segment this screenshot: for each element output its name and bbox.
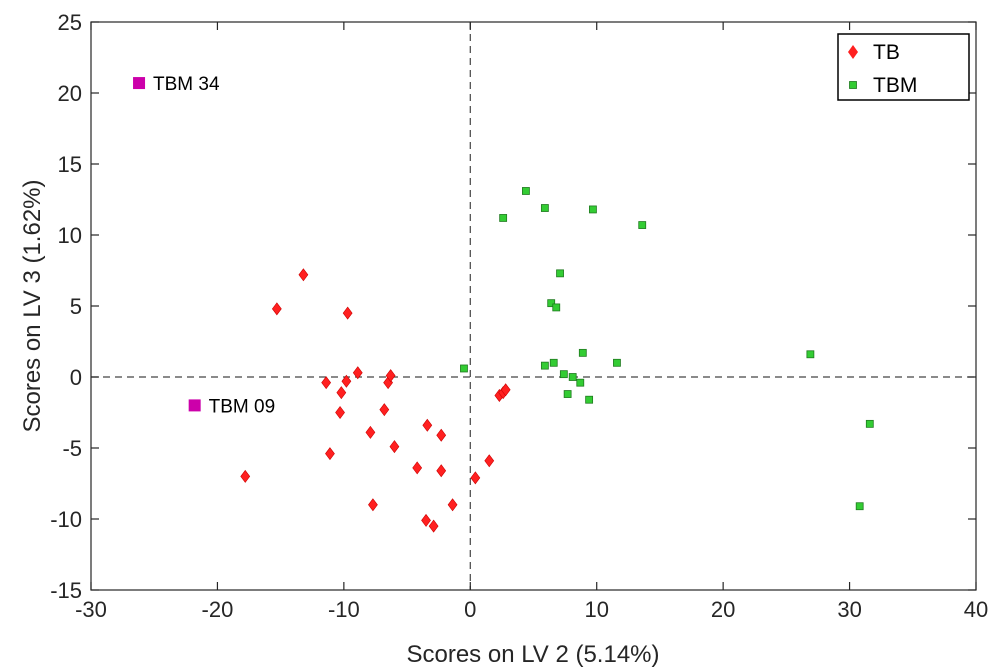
point-tb [379, 403, 390, 417]
outlier-label: TBM 09 [209, 396, 276, 417]
point-tbm [460, 364, 468, 373]
point-tb [385, 369, 396, 383]
point-tb [412, 461, 423, 475]
y-tick-label: 5 [70, 294, 82, 319]
legend-marker-tb [848, 45, 858, 59]
y-axis-ticks: -15 -10 -5 0 5 10 15 20 25 [50, 10, 976, 603]
point-tb [421, 513, 431, 527]
point-tb [321, 376, 332, 390]
point-tb [428, 519, 439, 533]
point-tb [470, 471, 481, 485]
x-tick-label: 30 [837, 597, 861, 622]
y-tick-label: -10 [50, 507, 82, 532]
point-tb [436, 428, 447, 442]
point-tb [341, 374, 352, 388]
y-tick-label: -5 [62, 436, 82, 461]
legend: TB TBM [837, 33, 970, 101]
legend-label-tbm: TBM [873, 74, 917, 97]
point-tb [325, 447, 335, 461]
point-tb [352, 366, 363, 380]
point-tbm [556, 269, 564, 278]
reference-lines [91, 22, 976, 590]
plot-area [90, 21, 977, 591]
point-tbm [552, 303, 561, 312]
point-tbm [522, 187, 530, 195]
outlier-point [133, 77, 146, 90]
point-tb [500, 383, 511, 397]
point-tbm [585, 395, 594, 404]
point-tbm [547, 299, 556, 308]
x-tick-label: -30 [75, 597, 107, 622]
y-tick-label: 15 [58, 152, 82, 177]
y-tick-label: 10 [58, 223, 82, 248]
point-tb [365, 425, 376, 439]
point-tbm [549, 358, 558, 367]
point-tbm [540, 204, 549, 212]
x-axis-label: Scores on LV 2 (5.14%) [406, 641, 659, 668]
point-tbm [613, 358, 621, 367]
point-tbm [499, 214, 508, 222]
point-tbm [638, 221, 647, 229]
legend-label-tb: TB [873, 41, 900, 64]
data-points [240, 187, 874, 533]
point-tbm [559, 370, 568, 379]
y-tick-label: 20 [58, 81, 82, 106]
y-tick-label: 25 [58, 10, 82, 35]
outlier-label: TBM 34 [153, 74, 220, 95]
y-tick-label: -15 [50, 578, 82, 603]
point-tbm [806, 350, 815, 359]
x-tick-label: 10 [584, 597, 608, 622]
point-tbm [563, 390, 572, 398]
point-tb [342, 306, 353, 320]
point-tbm [568, 373, 577, 381]
point-tb [298, 268, 309, 282]
y-tick-label: 0 [70, 365, 82, 390]
point-tb [422, 418, 433, 432]
point-tbm [855, 502, 864, 511]
x-tick-label: -10 [328, 597, 360, 622]
x-tick-label: -20 [202, 597, 234, 622]
x-tick-label: 20 [711, 597, 735, 622]
point-tbm [540, 361, 549, 370]
point-tbm [865, 419, 874, 428]
point-tbm [578, 348, 587, 357]
point-tb [240, 469, 251, 483]
point-tb [335, 406, 345, 419]
outlier-annotations: TBM 34 TBM 09 [133, 74, 275, 417]
legend-marker-tbm [849, 81, 857, 89]
point-tb [336, 386, 347, 400]
x-axis-ticks: -30 -20 -10 0 10 20 30 40 [75, 22, 988, 622]
point-tb [484, 454, 495, 468]
outlier-point [188, 399, 201, 412]
point-tbm [576, 378, 585, 387]
legend-box [837, 33, 970, 101]
y-axis-label: Scores on LV 3 (1.62%) [19, 179, 46, 432]
x-tick-label: 40 [964, 597, 988, 622]
point-tb [436, 464, 447, 478]
point-tbm [589, 205, 597, 214]
point-tb [368, 498, 378, 512]
point-tb [389, 440, 400, 454]
x-tick-label: 0 [464, 597, 476, 622]
point-tb [271, 302, 282, 316]
point-tb [447, 498, 458, 512]
